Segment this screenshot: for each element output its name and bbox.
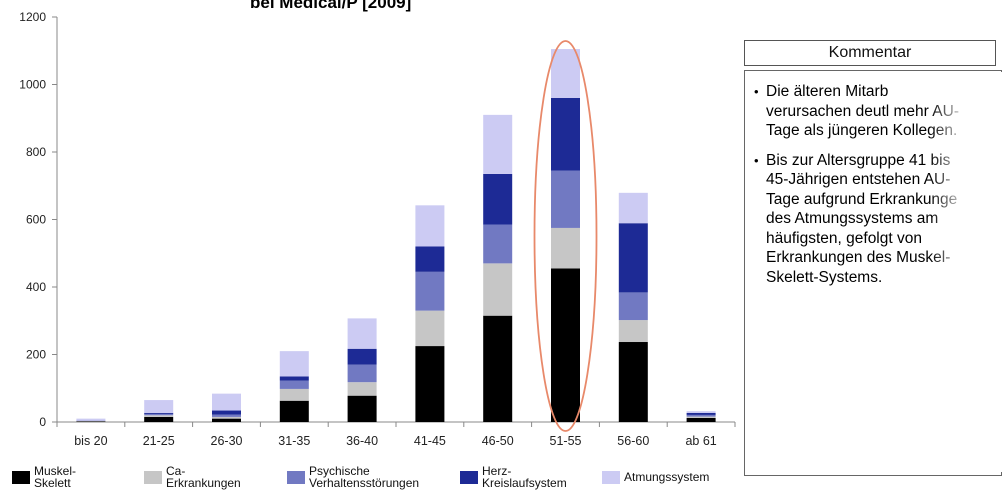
bar-segment — [144, 415, 174, 417]
bar-segment — [686, 412, 716, 415]
legend-label: Ca-Erkrankungen — [166, 464, 241, 490]
legend-label: Psychische Verhaltensstörungen — [309, 464, 420, 490]
bar-segment — [212, 393, 241, 411]
bar-segment — [618, 342, 648, 422]
x-tick-label: ab 61 — [685, 434, 716, 448]
x-tick-label: 41-45 — [414, 434, 446, 448]
comment-bullet: Die älteren Mitarb verursachen deutl meh… — [752, 82, 964, 141]
highlight-ellipse — [533, 40, 598, 432]
bar-segment — [144, 413, 174, 416]
legend-item-ca-erkrankungen: Ca-Erkrankungen — [144, 462, 241, 492]
legend-swatch — [602, 470, 620, 484]
bar-segment — [144, 416, 174, 422]
bar-segment — [686, 411, 716, 413]
x-tick-label: 36-40 — [346, 434, 378, 448]
bar-segment — [347, 364, 377, 383]
legend-item-muskel-skelett: Muskel-Skelett — [12, 462, 76, 492]
bar-segment — [279, 388, 309, 401]
bar-segment — [686, 414, 716, 417]
bar-segment — [415, 246, 445, 272]
legend-label: Muskel-Skelett — [34, 464, 77, 490]
y-tick-label: 0 — [39, 415, 46, 429]
legend-item-atmungssystem: Atmungssystem — [602, 462, 709, 492]
comment-header: Kommentar — [744, 40, 996, 66]
comment-list: Die älteren Mitarb verursachen deutl meh… — [752, 82, 964, 297]
bar-segment — [618, 192, 648, 224]
chart-title: bei Medical/P [2009] — [250, 0, 412, 12]
bar-segment — [279, 376, 309, 381]
bar-segment — [551, 49, 580, 98]
bar-segment — [347, 382, 377, 396]
legend-swatch — [287, 470, 305, 484]
bar-segment — [618, 292, 648, 321]
bar-segment — [686, 416, 716, 418]
bar-segment — [212, 416, 241, 419]
bar-segment — [347, 318, 377, 349]
legend-label: Atmungssystem — [624, 470, 710, 484]
comment-bullet: Bis zur Altersgruppe 41 bis 45-Jährigen … — [752, 151, 964, 288]
x-tick-label: 31-35 — [278, 434, 310, 448]
legend-item-psychische-verhaltensstoerungen: Psychische Verhaltensstörungen — [287, 462, 419, 492]
x-tick-label: 56-60 — [617, 434, 649, 448]
comment-fade-overlay — [930, 72, 1002, 472]
bar-segment — [347, 348, 377, 365]
x-tick-label: 21-25 — [143, 434, 175, 448]
x-tick-label: bis 20 — [74, 434, 107, 448]
bar-segment — [618, 320, 648, 343]
legend-item-herz-kreislaufsystem: Herz- Kreislaufsystem — [460, 462, 567, 492]
bar-segment — [212, 410, 241, 415]
x-tick-label: 51-55 — [550, 434, 582, 448]
bar-segment — [415, 346, 445, 422]
bar-segment — [144, 412, 174, 414]
bar-segment — [415, 205, 445, 247]
bar-segment — [551, 170, 580, 228]
legend-swatch — [460, 470, 478, 484]
bar-segment — [279, 400, 309, 422]
bar-segment — [483, 315, 513, 422]
stacked-bar-chart: 0 200 400 600 800 1000 1200 bis 20 21-25 26-30 31-… — [19, 10, 736, 448]
bar-segment — [76, 421, 106, 422]
bar-segment — [483, 173, 513, 225]
bar-segment — [212, 418, 241, 422]
x-tick-label: 26-30 — [211, 434, 243, 448]
bar-segment — [686, 417, 716, 422]
y-tick-label: 200 — [26, 348, 46, 362]
bar-segment — [415, 310, 445, 347]
bar-segment — [76, 418, 106, 421]
y-tick-label: 600 — [26, 213, 46, 227]
bar-segment — [279, 351, 309, 377]
y-tick-label: 400 — [26, 280, 46, 294]
bar-segment — [483, 263, 513, 316]
bar-segment — [212, 414, 241, 417]
bar-segment — [483, 224, 513, 264]
bar-segment — [618, 223, 648, 293]
y-tick-label: 1200 — [19, 10, 46, 24]
y-tick-label: 1000 — [19, 78, 46, 92]
bar-segment — [483, 114, 513, 174]
x-tick-label: 46-50 — [482, 434, 514, 448]
y-tick-label: 800 — [26, 145, 46, 159]
bar-segment — [144, 400, 174, 413]
bar-segment — [551, 268, 580, 422]
legend-label: Herz- Kreislaufsystem — [482, 464, 567, 490]
bar-segment — [415, 271, 445, 311]
bar-segment — [551, 227, 580, 269]
bar-segment — [551, 98, 580, 171]
bar-segment — [347, 395, 377, 422]
legend-swatch — [12, 470, 30, 484]
bar-segment — [279, 380, 309, 389]
legend-swatch — [144, 470, 162, 484]
